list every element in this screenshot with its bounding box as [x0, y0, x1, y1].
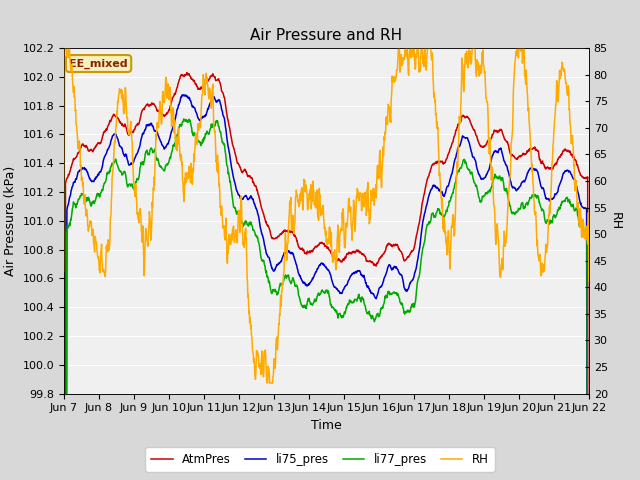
AtmPres: [408, 249, 416, 254]
RH: [408, 45, 416, 51]
Line: li77_pres: li77_pres: [64, 119, 589, 480]
Title: Air Pressure and RH: Air Pressure and RH: [250, 28, 403, 43]
li77_pres: [177, 122, 184, 128]
Text: EE_mixed: EE_mixed: [69, 59, 128, 69]
AtmPres: [164, 109, 172, 115]
Legend: AtmPres, li75_pres, li77_pres, RH: AtmPres, li75_pres, li77_pres, RH: [145, 447, 495, 472]
li75_pres: [408, 278, 416, 284]
AtmPres: [183, 70, 191, 75]
li75_pres: [179, 92, 186, 98]
li77_pres: [236, 215, 244, 221]
li75_pres: [164, 141, 172, 146]
RH: [263, 380, 271, 386]
RH: [164, 81, 172, 87]
AtmPres: [477, 143, 484, 148]
Line: AtmPres: AtmPres: [64, 72, 589, 480]
li77_pres: [408, 301, 416, 307]
li77_pres: [180, 116, 188, 122]
RH: [524, 89, 531, 95]
RH: [60, 268, 68, 274]
li75_pres: [177, 95, 184, 101]
Line: RH: RH: [64, 48, 589, 383]
Y-axis label: RH: RH: [609, 212, 621, 230]
li75_pres: [236, 193, 244, 199]
RH: [477, 71, 484, 77]
AtmPres: [177, 72, 184, 78]
li77_pres: [523, 201, 531, 206]
li75_pres: [477, 174, 484, 180]
li77_pres: [477, 198, 484, 204]
li75_pres: [523, 173, 531, 179]
li77_pres: [164, 160, 172, 166]
AtmPres: [523, 150, 531, 156]
RH: [61, 45, 68, 51]
RH: [236, 229, 244, 235]
X-axis label: Time: Time: [311, 419, 342, 432]
RH: [585, 278, 593, 284]
RH: [177, 152, 185, 157]
Y-axis label: Air Pressure (kPa): Air Pressure (kPa): [4, 166, 17, 276]
AtmPres: [236, 164, 244, 170]
Line: li75_pres: li75_pres: [64, 95, 589, 480]
